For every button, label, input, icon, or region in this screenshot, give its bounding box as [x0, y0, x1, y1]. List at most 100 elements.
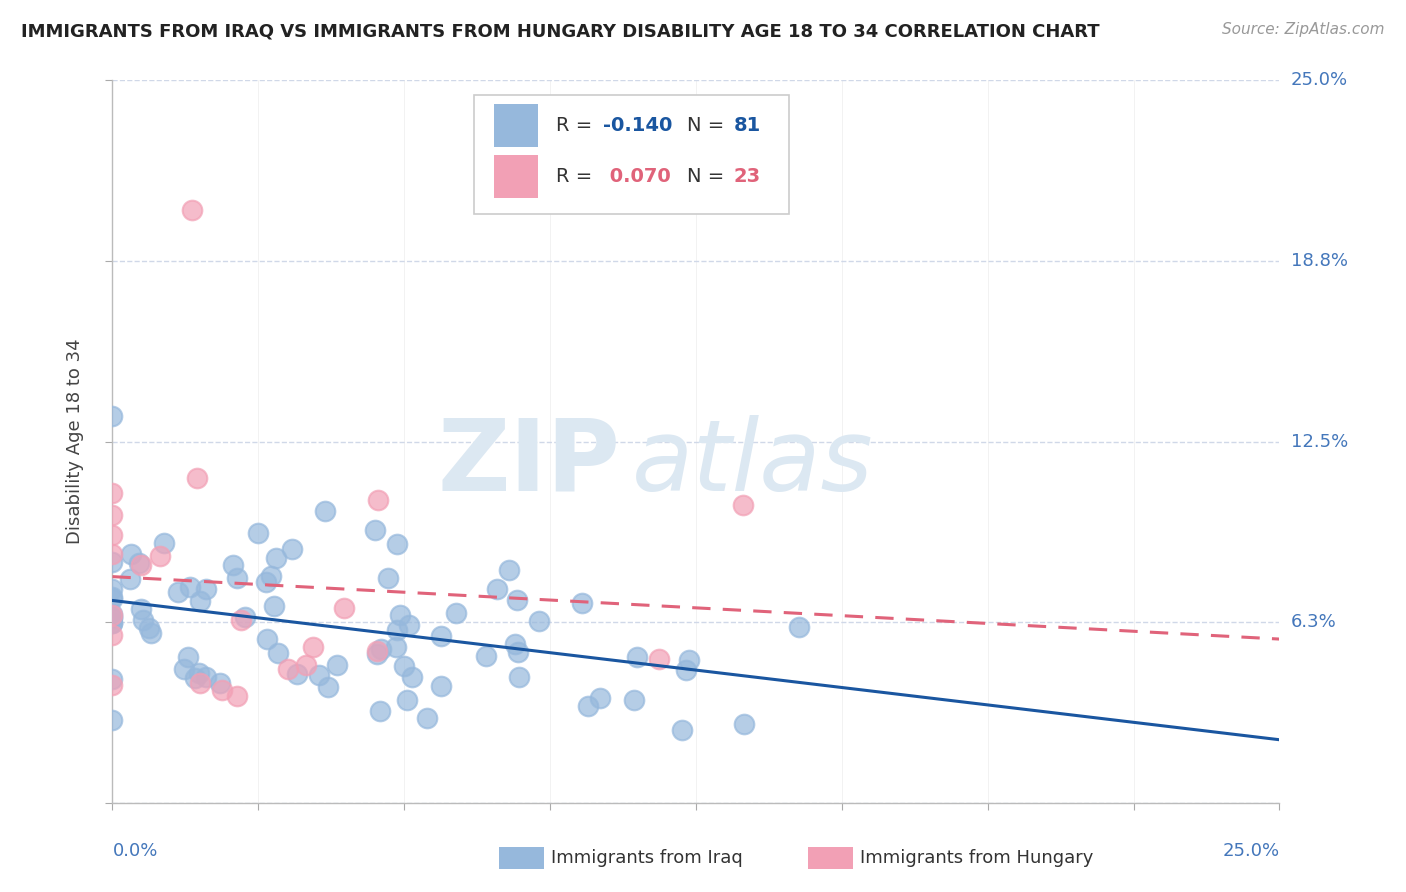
Y-axis label: Disability Age 18 to 34: Disability Age 18 to 34: [66, 339, 84, 544]
Point: [508, 645, 530, 659]
FancyBboxPatch shape: [474, 95, 789, 214]
Point: [101, 592, 124, 607]
Point: [188, 675, 211, 690]
Point: [505, 637, 527, 651]
Point: [401, 670, 423, 684]
Point: [131, 602, 153, 616]
Point: [176, 650, 198, 665]
Point: [387, 536, 409, 550]
Point: [101, 608, 124, 623]
Point: [101, 615, 124, 630]
Point: [254, 575, 277, 590]
Point: [225, 571, 247, 585]
Point: [444, 607, 467, 621]
Point: [179, 581, 201, 595]
Point: [138, 621, 160, 635]
Point: [571, 596, 593, 610]
Point: [118, 572, 141, 586]
Point: [364, 523, 387, 537]
Point: [385, 640, 408, 655]
Point: [415, 711, 437, 725]
Text: 12.5%: 12.5%: [1291, 433, 1348, 450]
Point: [211, 682, 233, 697]
Text: 0.070: 0.070: [603, 167, 671, 186]
Point: [101, 547, 124, 561]
Point: [377, 571, 399, 585]
FancyBboxPatch shape: [494, 154, 538, 198]
Point: [281, 542, 304, 557]
Point: [367, 492, 389, 507]
Point: [101, 610, 124, 624]
Point: [392, 659, 415, 673]
Point: [366, 644, 388, 658]
Point: [221, 558, 243, 572]
Point: [395, 693, 418, 707]
Point: [180, 203, 202, 218]
Point: [498, 563, 520, 577]
Point: [101, 713, 124, 727]
Point: [370, 641, 392, 656]
Point: [226, 689, 249, 703]
Point: [398, 618, 420, 632]
Text: IMMIGRANTS FROM IRAQ VS IMMIGRANTS FROM HUNGARY DISABILITY AGE 18 TO 34 CORRELAT: IMMIGRANTS FROM IRAQ VS IMMIGRANTS FROM …: [21, 22, 1099, 40]
Text: 0.0%: 0.0%: [112, 842, 157, 860]
Point: [626, 649, 648, 664]
Point: [173, 662, 195, 676]
Point: [101, 555, 124, 569]
Text: 81: 81: [734, 116, 761, 136]
Text: Immigrants from Hungary: Immigrants from Hungary: [860, 849, 1094, 867]
Point: [101, 672, 124, 686]
Point: [149, 549, 172, 563]
Point: [247, 526, 270, 541]
Point: [731, 498, 754, 512]
Point: [368, 704, 391, 718]
Point: [266, 550, 288, 565]
Point: [195, 582, 218, 597]
Point: [233, 609, 256, 624]
Point: [101, 590, 124, 604]
Point: [389, 608, 412, 623]
Point: [231, 613, 253, 627]
Text: ZIP: ZIP: [437, 415, 620, 512]
Point: [787, 620, 810, 634]
Point: [186, 471, 208, 485]
Point: [675, 663, 697, 677]
FancyBboxPatch shape: [494, 104, 538, 147]
Text: 6.3%: 6.3%: [1291, 613, 1336, 632]
Text: 25.0%: 25.0%: [1291, 71, 1348, 89]
Point: [194, 670, 217, 684]
Point: [308, 667, 330, 681]
Point: [387, 624, 409, 638]
Text: 25.0%: 25.0%: [1222, 842, 1279, 860]
Point: [101, 628, 124, 642]
Point: [529, 614, 551, 628]
Point: [474, 648, 496, 663]
Point: [139, 626, 162, 640]
Point: [430, 679, 453, 693]
Text: N =: N =: [686, 167, 730, 186]
Text: R =: R =: [555, 167, 599, 186]
Point: [101, 607, 124, 622]
Point: [263, 599, 285, 613]
Point: [589, 690, 612, 705]
Text: Immigrants from Iraq: Immigrants from Iraq: [551, 849, 742, 867]
Point: [430, 629, 453, 643]
Text: -0.140: -0.140: [603, 116, 672, 136]
Text: 23: 23: [734, 167, 761, 186]
Point: [678, 653, 700, 667]
Point: [733, 716, 755, 731]
Text: atlas: atlas: [631, 415, 873, 512]
Point: [301, 640, 323, 654]
Point: [153, 536, 176, 550]
Point: [294, 657, 316, 672]
Point: [101, 611, 124, 625]
Point: [129, 558, 152, 573]
Text: N =: N =: [686, 116, 730, 136]
Point: [508, 670, 530, 684]
Point: [671, 723, 693, 737]
Point: [285, 667, 308, 681]
Point: [188, 594, 211, 608]
Point: [120, 547, 142, 561]
Point: [314, 503, 336, 517]
Point: [485, 582, 508, 596]
